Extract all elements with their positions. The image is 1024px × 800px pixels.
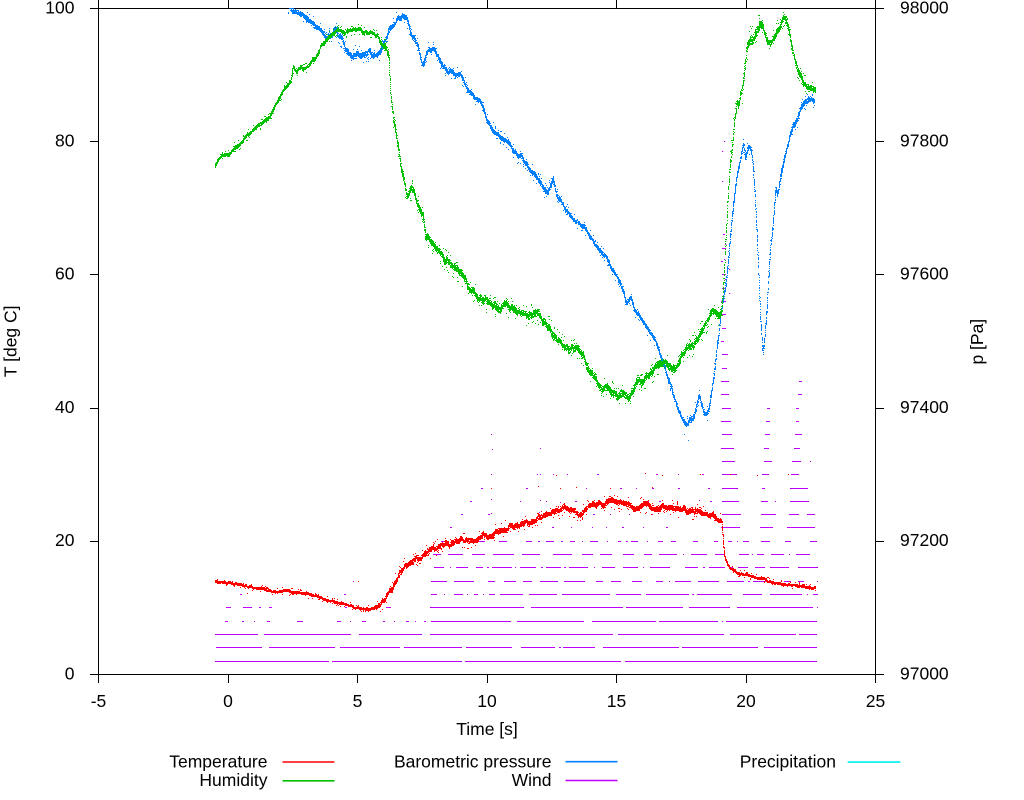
svg-text:0: 0 bbox=[65, 663, 75, 683]
svg-text:100: 100 bbox=[45, 0, 74, 17]
svg-text:Temperature: Temperature bbox=[169, 751, 267, 771]
svg-text:p [Pa]: p [Pa] bbox=[967, 319, 987, 365]
svg-text:40: 40 bbox=[55, 397, 75, 417]
svg-text:Wind: Wind bbox=[512, 770, 552, 790]
svg-text:20: 20 bbox=[736, 691, 756, 711]
svg-text:10: 10 bbox=[477, 691, 497, 711]
svg-text:Time [s]: Time [s] bbox=[456, 719, 518, 739]
svg-text:15: 15 bbox=[607, 691, 626, 711]
svg-text:Humidity: Humidity bbox=[199, 770, 267, 790]
svg-text:Barometric pressure: Barometric pressure bbox=[394, 751, 552, 771]
svg-text:97600: 97600 bbox=[900, 264, 949, 284]
svg-text:25: 25 bbox=[866, 691, 885, 711]
svg-text:97000: 97000 bbox=[900, 663, 949, 683]
svg-text:20: 20 bbox=[55, 530, 75, 550]
svg-text:60: 60 bbox=[55, 264, 75, 284]
svg-text:0: 0 bbox=[223, 691, 233, 711]
svg-text:T [deg C]: T [deg C] bbox=[1, 305, 21, 377]
svg-text:80: 80 bbox=[55, 131, 75, 151]
svg-text:97400: 97400 bbox=[900, 397, 949, 417]
svg-text:98000: 98000 bbox=[900, 0, 949, 17]
svg-text:-5: -5 bbox=[91, 691, 107, 711]
svg-text:97800: 97800 bbox=[900, 131, 949, 151]
svg-text:5: 5 bbox=[353, 691, 363, 711]
svg-text:Precipitation: Precipitation bbox=[740, 751, 836, 771]
svg-text:97200: 97200 bbox=[900, 530, 949, 550]
